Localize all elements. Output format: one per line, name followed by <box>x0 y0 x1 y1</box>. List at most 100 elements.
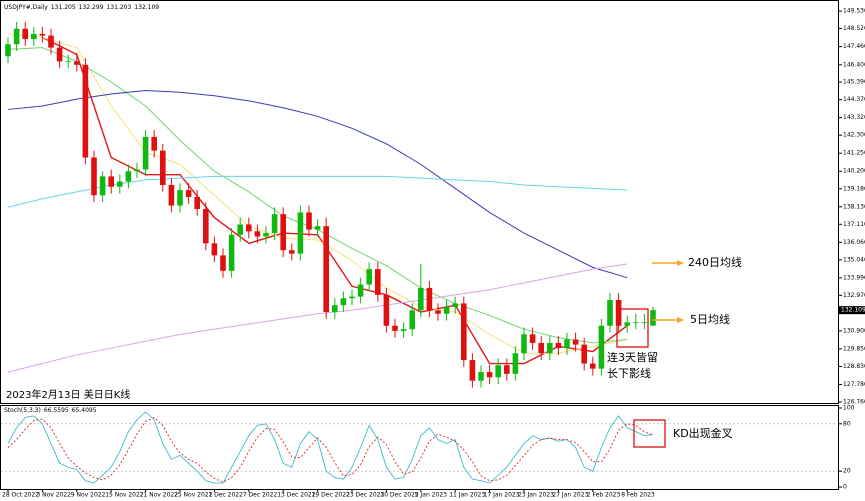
price-panel <box>0 0 839 404</box>
candle-body <box>357 284 364 297</box>
candle-body <box>400 329 407 331</box>
candle-body <box>641 322 648 324</box>
candle-body <box>65 61 71 63</box>
candle-body <box>220 255 226 271</box>
y-tick-label: 133.990 <box>843 274 865 281</box>
y-tick-label: 146.400 <box>843 61 865 68</box>
candle-body <box>13 28 20 45</box>
annotation: 240日均线 <box>688 255 742 269</box>
candle-body <box>512 353 519 374</box>
y-tick-label: 0 <box>843 484 847 491</box>
arrow-head <box>677 260 684 266</box>
candle-body <box>495 365 501 378</box>
arrow-head <box>677 317 684 323</box>
y-tick-label: 20 <box>843 468 851 475</box>
x-tick-label: 9 Nov 2022 <box>71 492 106 499</box>
price-header: USDJPY#,Daily 131.205 132.299 131.203 132.10… <box>4 4 159 11</box>
x-tick-label: 23 Jan 2023 <box>518 492 554 499</box>
y-tick-label: 140.200 <box>843 168 865 175</box>
price-marker-label: 132.109 <box>841 307 865 314</box>
candle-body <box>323 226 329 313</box>
candle-body <box>624 322 630 326</box>
candle-body <box>74 61 80 65</box>
candle-body <box>461 303 467 361</box>
candle-body <box>426 287 433 311</box>
candle-body <box>590 363 596 369</box>
y-tick-label: 149.530 <box>843 8 865 15</box>
candle-body <box>443 306 450 314</box>
candle-body <box>185 190 192 197</box>
candle-body <box>452 303 458 307</box>
candle-body <box>375 269 381 295</box>
candle-body <box>99 176 106 196</box>
highlight-box <box>616 308 649 348</box>
candle-body <box>555 342 562 349</box>
x-tick-label: 5 Jan 2023 <box>415 492 447 499</box>
stoch-panel <box>0 405 839 490</box>
candle-body <box>151 136 157 151</box>
x-tick-label: 8 Feb 2023 <box>621 492 655 499</box>
y-tick-label: 130.900 <box>843 327 865 334</box>
candle-body <box>91 157 97 196</box>
candle-body <box>254 231 261 237</box>
candle-body <box>263 233 269 237</box>
candle-body <box>478 372 484 381</box>
y-tick-label: 142.300 <box>843 132 865 139</box>
x-tick-label: 11 Jan 2023 <box>449 492 485 499</box>
y-tick-label: 136.060 <box>843 239 865 246</box>
candle-body <box>108 176 114 187</box>
candle-body <box>271 214 278 234</box>
candle-body <box>203 209 209 244</box>
candle-body <box>177 190 183 206</box>
candle-body <box>650 310 656 326</box>
x-tick-label: 25 Nov 2022 <box>174 492 213 499</box>
x-tick-label: 7 Dec 2022 <box>243 492 278 499</box>
k-value: 66.5595 <box>44 407 69 414</box>
candle-body <box>366 269 372 285</box>
x-tick-label: 27 Jan 2023 <box>552 492 588 499</box>
y-tick-label: 145.390 <box>843 79 865 86</box>
d-value: 65.4095 <box>72 407 97 414</box>
candle-body <box>82 64 89 158</box>
y-tick-label: 128.830 <box>843 363 865 370</box>
candle-body <box>56 47 63 62</box>
candle-body <box>280 214 286 251</box>
moving-average <box>7 263 628 373</box>
candle-body <box>48 35 54 48</box>
candle-body <box>504 365 510 374</box>
candle-body <box>581 344 587 364</box>
x-tick-label: 23 Dec 2022 <box>346 492 385 499</box>
y-tick-label: 127.780 <box>843 381 865 388</box>
y-tick-label: 139.180 <box>843 185 865 192</box>
candle-body <box>529 334 536 343</box>
candle-body <box>615 299 622 326</box>
low-value: 131.203 <box>106 4 131 11</box>
candle-body <box>306 212 312 230</box>
candle-body <box>469 360 476 381</box>
highlight-box <box>633 419 666 448</box>
x-tick-label: 21 Nov 2022 <box>140 492 179 499</box>
close-value: 132.109 <box>134 4 159 11</box>
candle-body <box>607 299 613 326</box>
candle-body <box>22 28 28 40</box>
candle-body <box>418 287 424 311</box>
candle-body <box>486 372 493 378</box>
candle-body <box>117 181 123 187</box>
annotation: 5日均线 <box>690 312 730 326</box>
candle-body <box>564 339 570 349</box>
y-tick-label: 126.760 <box>843 398 865 405</box>
candle-body <box>314 226 321 230</box>
x-tick-label: 15 Nov 2022 <box>105 492 144 499</box>
candle-body <box>39 33 46 36</box>
high-value: 132.299 <box>79 4 104 11</box>
y-tick-label: 80 <box>843 420 851 427</box>
candle-body <box>168 184 175 206</box>
candle-body <box>31 33 37 40</box>
candle-body <box>547 342 553 354</box>
moving-average <box>7 90 628 279</box>
candle-body <box>392 325 398 331</box>
candle-body <box>572 339 579 345</box>
candle-body <box>228 234 235 271</box>
y-tick-label: 137.110 <box>843 221 865 228</box>
